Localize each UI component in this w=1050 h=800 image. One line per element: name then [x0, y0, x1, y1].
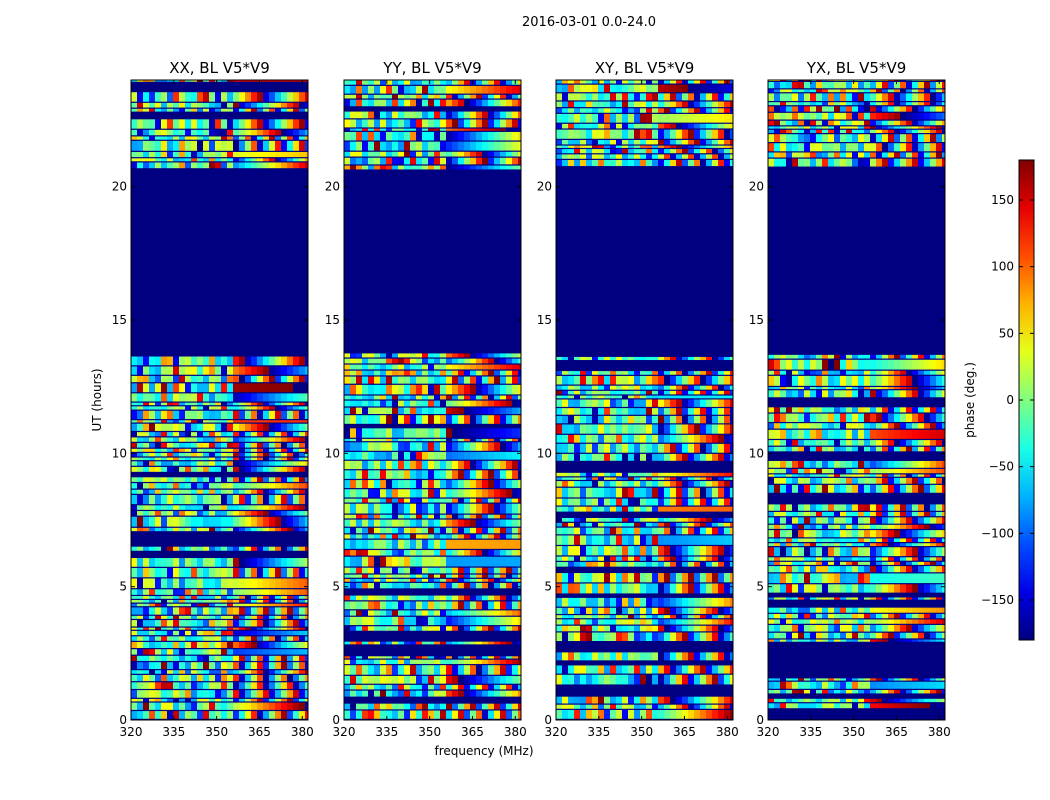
panel-xx: XX, BL V5*V9 320 335 350 365 380 0 5 10 15 20: [112, 59, 314, 739]
x-tick-label: 350: [418, 725, 441, 739]
y-tick-label: 15: [325, 313, 340, 327]
phase-heatmap: [344, 80, 521, 720]
x-tick-label: 350: [842, 725, 865, 739]
y-tick-label: 15: [112, 313, 127, 327]
y-tick-label: 5: [756, 580, 764, 594]
y-tick-label: 0: [119, 713, 127, 727]
x-tick-label: 335: [162, 725, 185, 739]
y-tick-label: 0: [332, 713, 340, 727]
panel-frame: [555, 79, 734, 721]
y-tick-label: 20: [537, 180, 552, 194]
y-tick-label: 20: [325, 180, 340, 194]
x-tick-label: 365: [248, 725, 271, 739]
y-tick-label: 10: [537, 446, 552, 460]
y-tick-label: 20: [112, 180, 127, 194]
x-tick-label: 320: [545, 725, 568, 739]
phase-heatmap: [556, 80, 733, 720]
y-axis-label: UT (hours): [90, 368, 104, 431]
y-tick-label: 20: [749, 180, 764, 194]
x-tick-label: 365: [885, 725, 908, 739]
panel-title: YX, BL V5*V9: [806, 59, 907, 77]
x-tick-label: 365: [461, 725, 484, 739]
colorbar: 150 100 50 0 −50 −100 −150: [981, 159, 1035, 641]
phase-heatmap: [131, 80, 308, 720]
colorbar-tick-label: 100: [991, 260, 1014, 274]
y-tick-label: 15: [537, 313, 552, 327]
panel-xy: XY, BL V5*V9 320 335 350 365 380 0 5 10 15 20: [537, 59, 739, 739]
x-tick-label: 380: [504, 725, 527, 739]
x-tick-label: 335: [375, 725, 398, 739]
x-tick-label: 365: [673, 725, 696, 739]
panel-frame: [343, 79, 522, 721]
x-tick-label: 335: [799, 725, 822, 739]
x-tick-label: 335: [587, 725, 610, 739]
panel-frame: [130, 79, 309, 721]
colorbar-tick-label: −50: [989, 460, 1014, 474]
x-tick-label: 380: [291, 725, 314, 739]
y-tick-label: 0: [756, 713, 764, 727]
y-tick-label: 10: [325, 446, 340, 460]
x-tick-label: 350: [630, 725, 653, 739]
panel-yx: YX, BL V5*V9 320 335 350 365 380 0 5 10 15 20: [749, 59, 951, 739]
x-tick-label: 380: [716, 725, 739, 739]
y-tick-label: 0: [544, 713, 552, 727]
y-tick-label: 5: [332, 580, 340, 594]
panel-title: XX, BL V5*V9: [169, 59, 270, 77]
colorbar-label: phase (deg.): [963, 362, 977, 438]
x-tick-label: 320: [120, 725, 143, 739]
colorbar-tick-label: 50: [999, 326, 1014, 340]
panel-title: YY, BL V5*V9: [382, 59, 481, 77]
y-tick-label: 10: [749, 446, 764, 460]
x-tick-label: 320: [757, 725, 780, 739]
x-axis-label: frequency (MHz): [434, 744, 533, 758]
colorbar-tick-label: 0: [1006, 393, 1014, 407]
panel-frame: [767, 79, 946, 721]
colorbar-tick-label: −150: [981, 593, 1014, 607]
y-tick-label: 10: [112, 446, 127, 460]
phase-heatmap: [768, 80, 945, 720]
figure-suptitle: 2016-03-01 0.0-24.0: [522, 15, 656, 30]
y-tick-label: 15: [749, 313, 764, 327]
y-tick-label: 5: [119, 580, 127, 594]
panel-title: XY, BL V5*V9: [595, 59, 695, 77]
y-tick-label: 5: [544, 580, 552, 594]
panel-yy: YY, BL V5*V9 320 335 350 365 380 0 5 10 15 20: [325, 59, 527, 739]
x-tick-label: 350: [205, 725, 228, 739]
colorbar-tick-label: −100: [981, 526, 1014, 540]
colorbar-tick-label: 150: [991, 193, 1014, 207]
x-tick-label: 320: [333, 725, 356, 739]
x-tick-label: 380: [928, 725, 951, 739]
